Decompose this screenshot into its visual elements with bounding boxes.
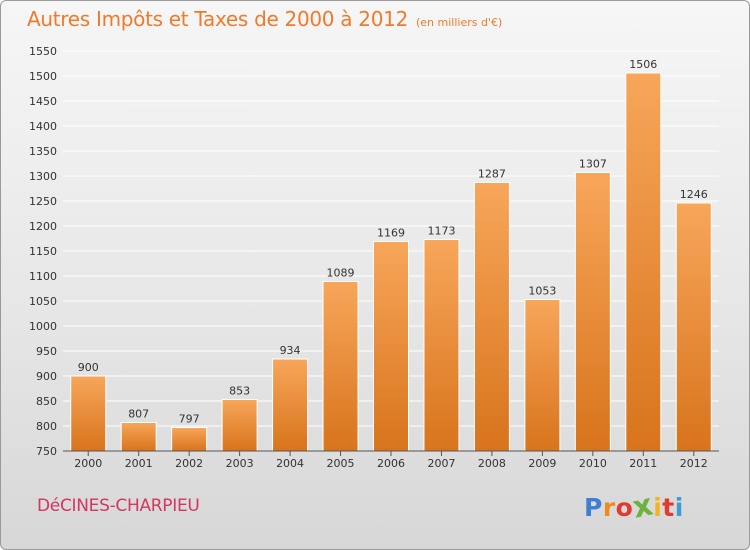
bar-2008 (473, 182, 510, 452)
data-labels: 900 807 797 853 934 1089 1169 1173 1287 1053 1307 1… (78, 58, 708, 426)
logo-letter: r (602, 493, 616, 522)
bar-2000 (70, 375, 107, 452)
data-label: 1173 (427, 225, 455, 238)
bar-2010 (574, 172, 611, 452)
x-tick-label: 2008 (478, 457, 506, 470)
data-label: 807 (128, 408, 149, 421)
x-tick-label: 2012 (680, 457, 708, 470)
x-tick-label: 2000 (74, 457, 102, 470)
bar-2002 (171, 427, 208, 452)
data-label: 900 (78, 361, 99, 374)
data-label: 1246 (680, 188, 708, 201)
x-tick-label: 2003 (226, 457, 254, 470)
bars (70, 72, 712, 452)
x-tick-label: 2010 (579, 457, 607, 470)
y-tick-label: 900 (36, 370, 57, 383)
data-label: 1053 (528, 285, 556, 298)
data-label: 1169 (377, 227, 405, 240)
data-label: 853 (229, 385, 250, 398)
bar-2012 (675, 202, 712, 452)
y-tick-label: 1250 (29, 195, 57, 208)
logo-letter: P (584, 493, 603, 522)
data-label: 934 (280, 344, 301, 357)
y-tick-label: 1300 (29, 170, 57, 183)
bar-2005 (322, 281, 359, 452)
y-tick-label: 1100 (29, 270, 57, 283)
x-tick-label: 2002 (175, 457, 203, 470)
bar-2006 (373, 241, 409, 452)
logo-letter: i (653, 493, 663, 522)
x-tick-label: 2005 (327, 457, 355, 470)
chart-subtitle: (en milliers d'€) (416, 16, 503, 29)
y-tick-label: 950 (36, 345, 57, 358)
logo-letter: i (674, 493, 684, 522)
x-tick-label: 2009 (528, 457, 556, 470)
bar-2001 (120, 422, 157, 452)
bar-2004 (272, 358, 309, 452)
data-label: 1506 (629, 58, 657, 71)
data-label: 1287 (478, 168, 506, 181)
place-name: DéCINES-CHARPIEU (37, 496, 200, 516)
data-label: 1089 (327, 267, 355, 280)
proxiti-logo: Proxiti (584, 487, 684, 525)
y-axis-ticks: 750 800 850 900 950 1000 1050 1100 1150 1200 1250 1… (29, 45, 57, 458)
y-tick-label: 1400 (29, 120, 57, 133)
bar-2011 (625, 72, 662, 452)
x-tick-label: 2001 (125, 457, 153, 470)
y-tick-label: 1450 (29, 95, 57, 108)
x-tick-label: 2004 (276, 457, 304, 470)
logo-letter: t (662, 493, 675, 522)
y-tick-label: 750 (36, 445, 57, 458)
chart-title-text: Autres Impôts et Taxes de 2000 à 2012 (27, 7, 408, 31)
y-tick-label: 1150 (29, 245, 57, 258)
x-tick-label: 2007 (427, 457, 455, 470)
data-label: 1307 (579, 158, 607, 171)
y-tick-label: 1200 (29, 220, 57, 233)
bar-2007 (423, 239, 460, 452)
data-label: 797 (179, 413, 200, 426)
y-tick-label: 1000 (29, 320, 57, 333)
y-tick-label: 1500 (29, 70, 57, 83)
y-tick-label: 800 (36, 420, 57, 433)
x-tick-label: 2006 (377, 457, 405, 470)
y-tick-label: 850 (36, 395, 57, 408)
bar-2003 (221, 399, 258, 452)
logo-letter: o (615, 493, 634, 522)
bar-2009 (524, 299, 561, 452)
y-tick-label: 1050 (29, 295, 57, 308)
y-tick-label: 1550 (29, 45, 57, 58)
x-axis-ticks: 2000 2001 2002 2003 2004 2005 2006 2007 2008 2009… (74, 451, 708, 470)
y-tick-label: 1350 (29, 145, 57, 158)
chart-title: Autres Impôts et Taxes de 2000 à 2012 (en… (27, 7, 502, 31)
x-tick-label: 2011 (629, 457, 657, 470)
